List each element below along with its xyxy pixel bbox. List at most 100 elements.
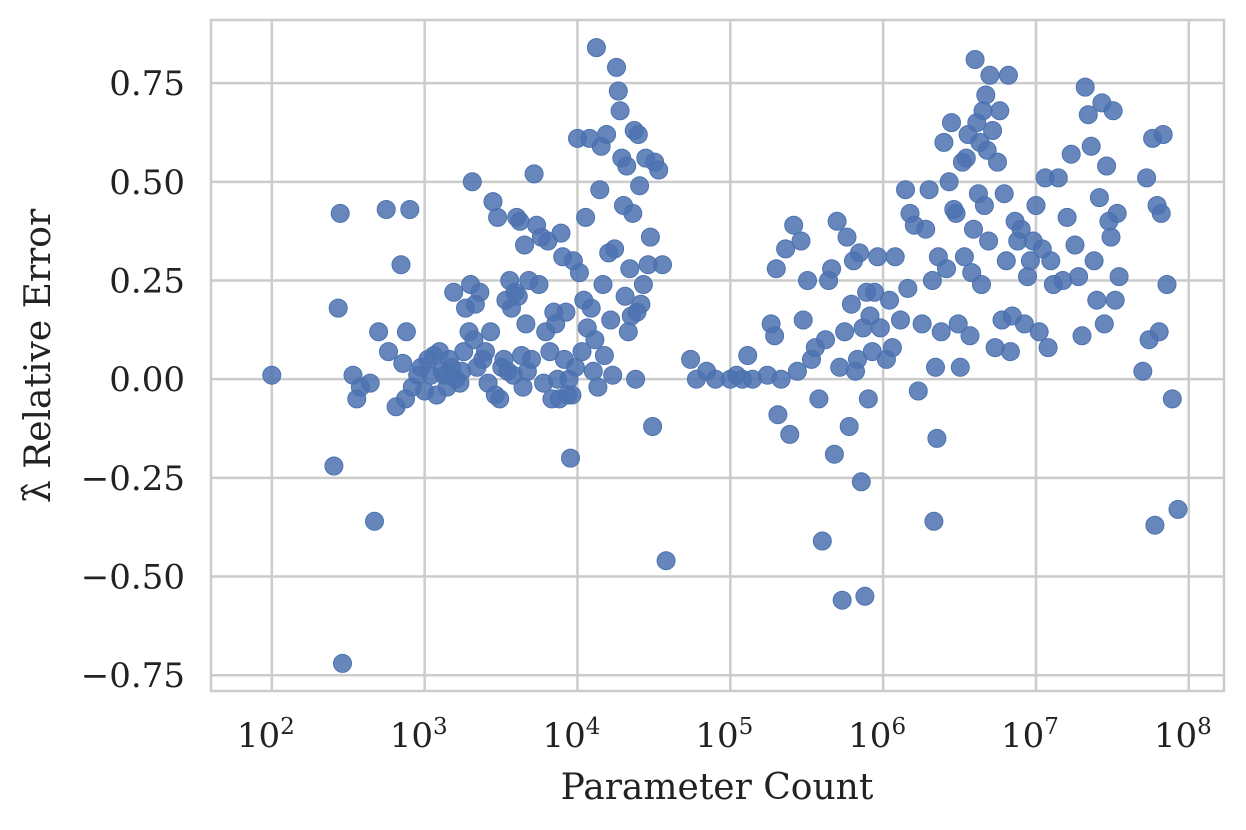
y-tick-labels: −0.75 −0.50 −0.25 0.00 0.25 0.50 0.75 — [81, 64, 185, 696]
data-point — [891, 310, 910, 330]
data-point — [488, 207, 508, 227]
x-tick-base: 10 — [848, 716, 891, 756]
x-tick-exponent: 3 — [433, 714, 448, 740]
data-point — [1151, 203, 1171, 223]
data-point — [556, 302, 576, 322]
data-point — [1094, 314, 1114, 334]
data-point — [562, 385, 582, 405]
data-point — [973, 101, 993, 121]
data-point — [330, 203, 350, 223]
data-point — [766, 259, 786, 279]
data-point — [483, 192, 503, 212]
data-point — [376, 200, 396, 219]
data-point — [615, 286, 635, 306]
data-point — [1089, 188, 1109, 208]
x-tick-base: 10 — [1001, 716, 1044, 756]
data-point — [937, 259, 956, 279]
data-point — [620, 259, 640, 279]
data-point — [1048, 168, 1068, 188]
data-point — [948, 314, 968, 334]
data-point — [835, 322, 855, 342]
data-point — [515, 235, 534, 255]
data-point — [972, 275, 991, 294]
data-point — [1168, 499, 1188, 519]
x-tick-labels: 102 103 104 105 106 107 108 — [237, 714, 1212, 756]
data-point — [780, 424, 800, 444]
data-point — [396, 322, 416, 342]
data-point — [934, 132, 954, 152]
data-point — [1153, 125, 1173, 144]
data-point — [832, 590, 852, 610]
data-point — [926, 357, 945, 377]
data-point — [919, 180, 939, 200]
data-point — [988, 152, 1007, 172]
data-point — [841, 294, 861, 314]
data-point — [956, 148, 976, 168]
x-tick-exponent: 7 — [1044, 714, 1059, 740]
data-point — [942, 113, 961, 133]
data-point — [898, 278, 918, 298]
data-point — [653, 255, 672, 275]
data-point — [369, 322, 389, 342]
x-tick-label: 106 — [848, 714, 906, 756]
y-axis-label: λ̂ Relative Error — [18, 208, 59, 503]
data-point — [980, 65, 1000, 85]
data-point — [597, 125, 617, 144]
data-point — [885, 247, 905, 267]
y-tick-label: 0.75 — [109, 64, 185, 104]
data-point — [631, 294, 651, 314]
data-point — [939, 172, 959, 192]
y-tick-label: −0.25 — [81, 459, 185, 499]
data-point — [922, 271, 942, 290]
plot-frame — [209, 18, 1226, 693]
y-tick-label: −0.75 — [81, 656, 185, 696]
data-point — [858, 389, 878, 409]
data-point — [513, 377, 533, 397]
data-point — [848, 349, 867, 369]
data-point — [1014, 314, 1034, 334]
data-point — [610, 101, 630, 121]
data-point — [551, 223, 571, 243]
data-point — [603, 365, 623, 385]
data-point — [649, 160, 669, 180]
data-point — [569, 263, 589, 283]
y-tick-label: 0.25 — [109, 262, 185, 302]
data-point — [1000, 342, 1020, 362]
data-point — [508, 286, 528, 306]
data-point — [561, 448, 580, 468]
x-tick-exponent: 4 — [586, 714, 601, 740]
data-point — [333, 653, 352, 673]
data-point — [787, 361, 807, 381]
data-point — [516, 314, 536, 334]
data-point — [771, 369, 791, 389]
data-point — [1084, 251, 1104, 271]
data-point — [974, 196, 994, 215]
x-tick-label: 108 — [1154, 714, 1212, 756]
y-tick-label: −0.50 — [81, 558, 185, 598]
data-point — [994, 184, 1014, 204]
data-point — [626, 369, 646, 389]
data-point — [590, 180, 610, 200]
data-point — [816, 330, 835, 350]
data-point — [640, 227, 660, 247]
data-point — [1029, 322, 1049, 342]
data-point — [490, 389, 510, 409]
data-point — [880, 290, 899, 310]
data-point — [768, 405, 788, 425]
data-point — [738, 346, 758, 365]
data-point — [391, 255, 411, 275]
data-point — [791, 231, 811, 251]
data-point — [594, 346, 614, 365]
data-point — [868, 247, 888, 267]
data-point — [1078, 105, 1098, 125]
data-point — [628, 125, 648, 144]
data-point — [931, 322, 951, 342]
y-tick-label: 0.50 — [109, 163, 185, 203]
data-point — [983, 121, 1003, 140]
data-point — [524, 164, 544, 184]
data-point — [1149, 322, 1169, 342]
data-point — [827, 211, 847, 231]
data-point — [865, 282, 885, 302]
x-tick-base: 10 — [390, 716, 433, 756]
x-axis-label: Parameter Count — [561, 767, 874, 808]
